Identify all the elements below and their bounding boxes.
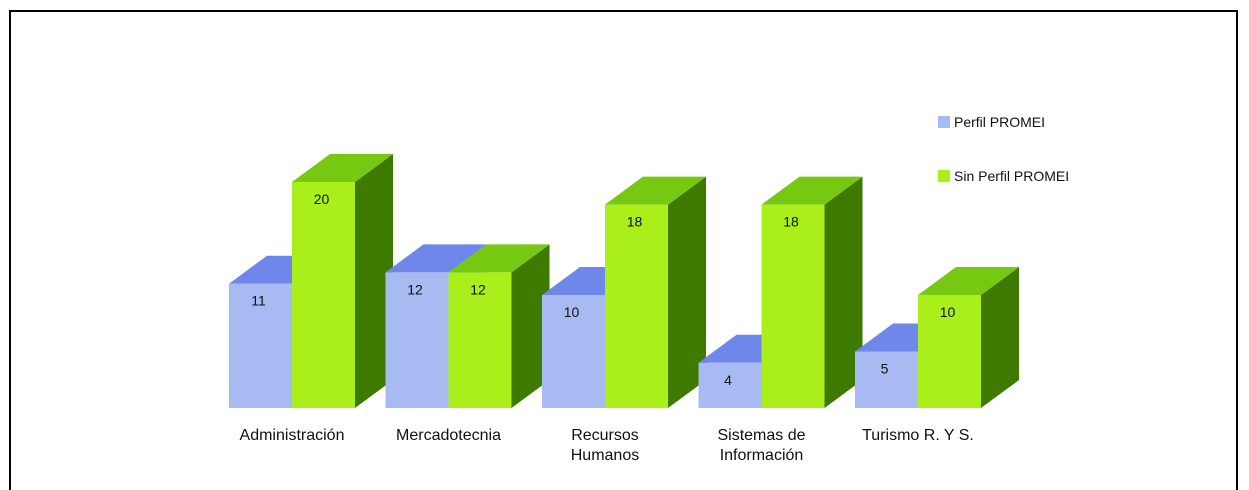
category-label: Mercadotecnia	[396, 427, 501, 444]
data-label: 11	[251, 293, 266, 309]
bar-1-4: 10	[918, 267, 1019, 408]
bar-front	[292, 182, 355, 408]
bar-1-3: 18	[761, 176, 863, 408]
bar-top	[385, 244, 487, 273]
category-labels: Administración Mercadotecnia Recursos Human…	[240, 427, 974, 464]
bar-front	[448, 272, 512, 408]
legend-label: Perfil PROMEI	[954, 114, 1045, 130]
bar-side	[824, 176, 863, 408]
bar-chart: 11 20 12 12 10 18 4 18 5 10 Administración Mercado…	[229, 114, 1069, 464]
bar-front	[855, 351, 918, 408]
bar-front	[918, 295, 981, 408]
data-label: 12	[407, 281, 423, 297]
bar-side	[511, 244, 550, 408]
bar-front	[229, 283, 292, 408]
legend-swatch	[938, 116, 950, 128]
bar-front	[698, 362, 762, 408]
category-label: Sistemas de Información	[717, 427, 805, 464]
data-label: 18	[627, 214, 643, 230]
category-label: Turismo R. Y S.	[862, 427, 974, 444]
bar-1-2: 18	[605, 176, 706, 408]
legend-swatch	[938, 170, 950, 182]
data-label: 10	[940, 304, 956, 320]
bar-top	[292, 154, 393, 182]
bar-side	[668, 176, 706, 408]
data-label: 12	[470, 281, 486, 297]
bar-front	[542, 295, 605, 408]
category-label: Recursos Humanos	[571, 427, 639, 464]
bar-front	[605, 204, 668, 408]
bar-top	[918, 267, 1019, 295]
bar-top	[605, 176, 706, 205]
bars-group: 11 20 12 12 10 18 4 18 5 10	[229, 154, 1019, 408]
bar-top	[761, 176, 863, 205]
bar-front	[385, 272, 449, 408]
data-label: 4	[724, 372, 732, 388]
legend-label: Sin Perfil PROMEI	[954, 168, 1069, 184]
bar-top	[448, 244, 550, 273]
data-label: 5	[881, 361, 889, 377]
chart-frame	[9, 10, 1238, 490]
data-label: 20	[314, 191, 330, 207]
bar-1-0: 20	[292, 154, 393, 408]
bar-side	[355, 154, 393, 408]
bar-side	[981, 267, 1019, 408]
bar-1-1: 12	[448, 244, 550, 408]
category-label: Administración	[240, 427, 345, 444]
bar-front	[761, 204, 825, 408]
legend: Perfil PROMEI Sin Perfil PROMEI	[938, 114, 1069, 184]
data-label: 18	[783, 214, 799, 230]
data-label: 10	[564, 304, 580, 320]
